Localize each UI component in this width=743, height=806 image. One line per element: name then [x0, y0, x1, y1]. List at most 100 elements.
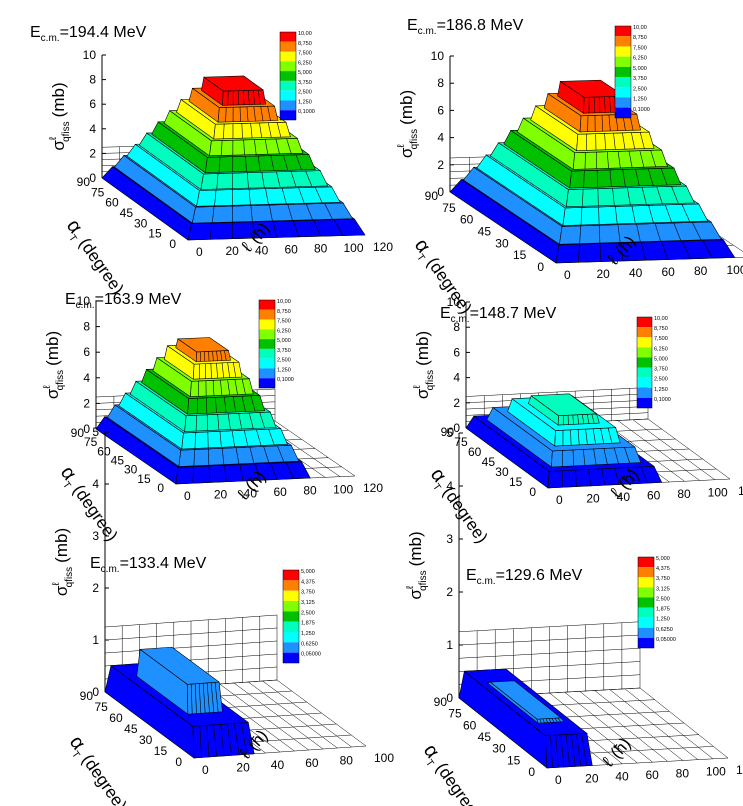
- surface-mesh-line: [219, 431, 222, 448]
- l-tick-label: 40: [615, 770, 629, 784]
- l-tick-label: 0: [184, 489, 191, 503]
- surface-mesh-line: [599, 225, 601, 244]
- z-tick-label: 2: [446, 585, 453, 599]
- colorbar-tick-label: 7,500: [277, 319, 291, 325]
- surface-band: [530, 393, 598, 417]
- alpha-tick-label: 90: [441, 425, 455, 439]
- surface-mesh-line: [565, 734, 570, 767]
- colorbar-swatch: [280, 90, 296, 101]
- colorbar-tick-label: 2,500: [654, 377, 668, 383]
- surface-mesh-line: [617, 151, 621, 168]
- colorbar-swatch: [283, 590, 299, 601]
- l-tick-label: 100: [374, 751, 394, 765]
- colorbar-tick-label: 3,125: [301, 600, 315, 606]
- colorbar-tick-label: 0,1000: [298, 109, 315, 115]
- surface-mesh-line: [586, 414, 590, 424]
- surface-mesh-line: [601, 115, 604, 132]
- surface-mesh-line: [241, 396, 246, 412]
- surface-mesh-line: [193, 449, 195, 466]
- surface-mesh-line: [216, 350, 218, 361]
- colorbar-tick-label: 3,750: [298, 80, 312, 86]
- l-tick-label: 100: [344, 241, 364, 255]
- colorbar-swatch: [637, 367, 652, 378]
- surface-mesh-line: [190, 683, 193, 714]
- surface-mesh-line: [627, 187, 631, 205]
- colorbar-frame: [279, 31, 297, 121]
- surface-mesh-line: [224, 465, 227, 482]
- colorbar-swatch: [637, 377, 652, 388]
- z-tick-label: 6: [83, 345, 90, 359]
- surface-mesh-line: [620, 242, 624, 261]
- colorbar-tick-label: 10,00: [654, 316, 668, 322]
- colorbar-swatch: [638, 587, 654, 598]
- l-tick-label: 20: [585, 771, 599, 785]
- surface-mesh-line: [250, 123, 253, 138]
- surface-mesh-line: [270, 463, 277, 480]
- surface-mesh-line: [254, 139, 257, 155]
- back-wall-gridline: [465, 387, 649, 397]
- surface-mesh-line: [220, 379, 223, 396]
- colorbar-swatch: [280, 51, 296, 62]
- surface-mesh-line: [591, 414, 595, 424]
- surface-mesh-line: [255, 463, 261, 481]
- alpha-axis-label: αT(degree): [62, 732, 132, 806]
- l-tick-label: 60: [647, 489, 661, 503]
- z-axis-label: σℓ qfiss(mb): [42, 331, 66, 399]
- surface-mesh-line: [224, 350, 227, 361]
- colorbar-swatch: [259, 329, 275, 340]
- surface-mesh-line: [247, 90, 250, 105]
- colorbar-swatch: [615, 77, 631, 88]
- colorbar-swatch: [637, 337, 652, 348]
- l-tick-label: 0: [556, 493, 563, 507]
- surface-mesh-line: [220, 140, 223, 156]
- surface-mesh-line: [194, 683, 197, 714]
- colorbar-swatch: [637, 387, 652, 398]
- colorbar-tick-label: 3,750: [656, 576, 670, 582]
- colorbar-tick-label: 3,750: [633, 76, 647, 82]
- surface-mesh-line: [259, 122, 263, 138]
- colorbar-tick-label: 1,250: [654, 387, 668, 393]
- alpha-tick-label: 0: [175, 755, 182, 769]
- surface-mesh-line: [253, 106, 256, 122]
- alpha-tick-label: 15: [154, 744, 168, 758]
- surface-mesh-line: [260, 106, 264, 121]
- colorbar-swatch: [283, 570, 299, 581]
- colorbar-swatch: [283, 652, 299, 663]
- colorbar-swatch: [637, 317, 652, 328]
- surface-mesh-line: [283, 155, 289, 171]
- z-tick-label: 0: [83, 422, 90, 436]
- colorbar-swatch: [280, 32, 296, 42]
- surface-mesh-line: [579, 225, 581, 244]
- z-tick-label: 2: [437, 158, 444, 172]
- z-tick-label: 1: [92, 633, 99, 647]
- colorbar-tick-label: 5,000: [633, 66, 647, 72]
- surface-mesh-line: [221, 362, 225, 378]
- surface-mesh-line: [539, 718, 542, 724]
- colorbar-tick-label: 1,250: [301, 631, 315, 637]
- z-tick-label: 5: [92, 425, 99, 439]
- colorbar-swatch: [283, 642, 299, 653]
- surface-mesh-line: [606, 151, 609, 169]
- surface-mesh-line: [206, 725, 210, 757]
- z-tick-label: 1: [446, 638, 453, 652]
- colorbar-swatch: [283, 601, 299, 612]
- surface-mesh-line: [571, 734, 576, 767]
- l-tick-label: 80: [340, 753, 354, 767]
- surface-mesh-line: [252, 90, 256, 105]
- l-tick-label: 0: [555, 773, 562, 787]
- surface-mesh-line: [287, 204, 293, 221]
- z-axis-label: σℓ qfiss(mb): [405, 531, 429, 599]
- alpha-tick-label: 30: [139, 733, 153, 747]
- colorbar-swatch: [259, 378, 275, 388]
- surface-mesh-line: [570, 429, 572, 446]
- panel-title: Ec.m.=148.7 MeV: [440, 305, 557, 325]
- surface-mesh-line: [265, 188, 269, 205]
- surface-mesh-line: [601, 468, 606, 486]
- z-tick-label: 3: [446, 532, 453, 546]
- surface-mesh-line: [656, 186, 663, 204]
- surface-mesh-line: [295, 154, 302, 171]
- colorbar-tick-label: 0,6250: [301, 641, 318, 647]
- alpha-tick-label: 30: [495, 465, 509, 479]
- colorbar-swatch: [615, 87, 631, 98]
